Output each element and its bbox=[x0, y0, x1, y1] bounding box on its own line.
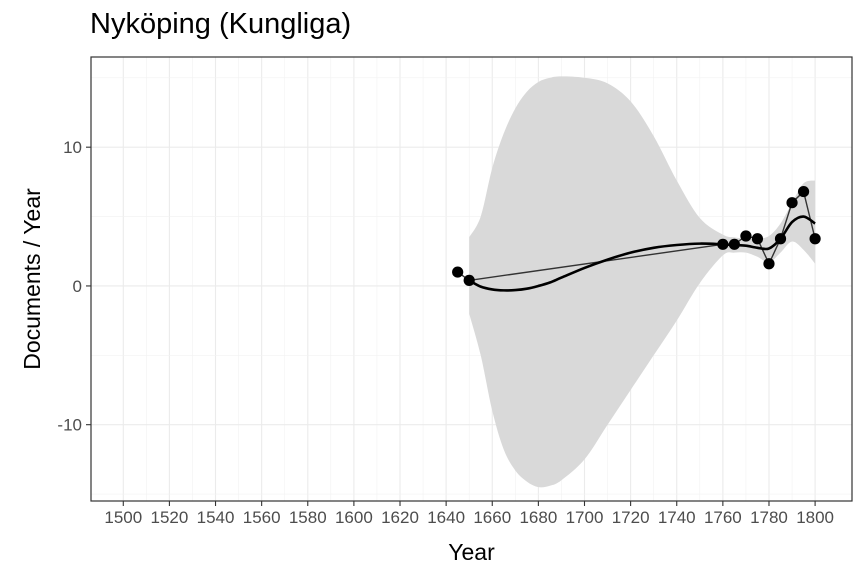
data-point bbox=[728, 238, 740, 250]
x-tick-label: 1520 bbox=[150, 508, 188, 527]
data-point bbox=[786, 197, 798, 209]
x-tick-label: 1780 bbox=[750, 508, 788, 527]
plot-border bbox=[90, 56, 853, 502]
x-tick-label: 1600 bbox=[335, 508, 373, 527]
x-tick-label: 1720 bbox=[612, 508, 650, 527]
data-point bbox=[740, 230, 752, 242]
data-point bbox=[774, 233, 787, 245]
x-tick-label: 1540 bbox=[197, 508, 235, 527]
confidence-band bbox=[469, 76, 816, 488]
data-point bbox=[751, 233, 764, 245]
x-tick-label: 1680 bbox=[519, 508, 557, 527]
data-point bbox=[809, 233, 821, 245]
chart-title: Nyköping (Kungliga) bbox=[90, 8, 352, 40]
x-axis-title: Year bbox=[448, 539, 495, 565]
x-tick-label: 1800 bbox=[796, 508, 834, 527]
data-point bbox=[452, 266, 464, 278]
x-tick-label: 1560 bbox=[243, 508, 281, 527]
data-point bbox=[797, 185, 810, 198]
x-tick-label: 1620 bbox=[381, 508, 419, 527]
y-tick-label: -10 bbox=[57, 416, 82, 435]
x-tick-label: 1500 bbox=[104, 508, 142, 527]
smooth-trend-line bbox=[468, 215, 816, 292]
x-tick-label: 1700 bbox=[566, 508, 604, 527]
y-axis-ticks: -10 0 10 bbox=[57, 138, 91, 435]
y-axis-title: Documents / Year bbox=[19, 188, 45, 370]
y-tick-label: 10 bbox=[63, 138, 82, 157]
data-points bbox=[452, 185, 821, 286]
x-tick-label: 1580 bbox=[289, 508, 327, 527]
data-point bbox=[463, 274, 475, 286]
x-tick-label: 1640 bbox=[427, 508, 465, 527]
data-point bbox=[717, 238, 729, 250]
data-point bbox=[763, 258, 775, 270]
x-axis-ticks: 1500 1520 1540 1560 1580 1600 1620 1640 1660 1680… bbox=[104, 501, 834, 527]
x-tick-label: 1660 bbox=[473, 508, 511, 527]
x-tick-label: 1740 bbox=[658, 508, 696, 527]
y-tick-label: 0 bbox=[73, 277, 82, 296]
x-tick-label: 1760 bbox=[704, 508, 742, 527]
